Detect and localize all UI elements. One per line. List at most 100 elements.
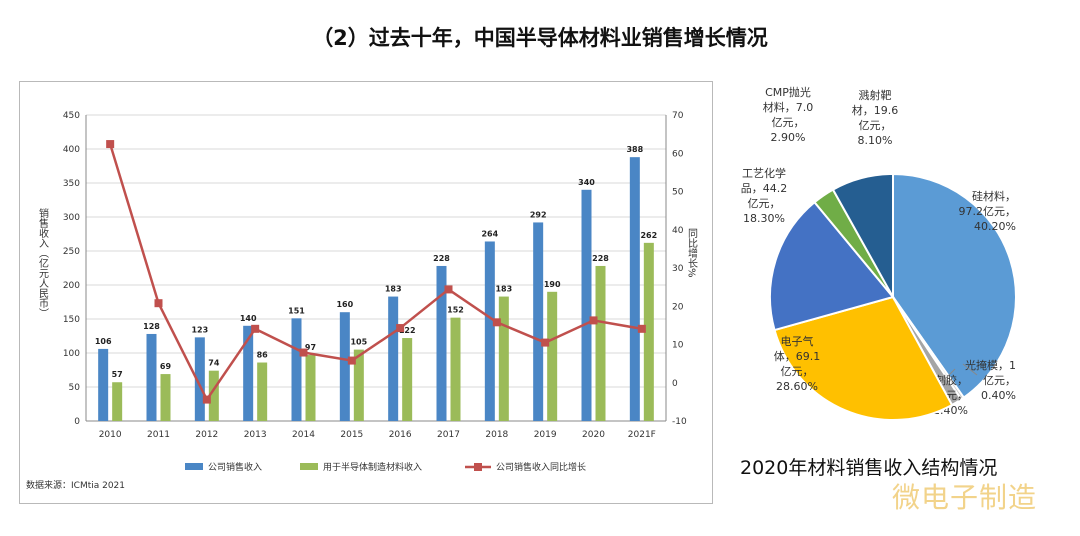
- bar-sales-revenue: [629, 157, 640, 421]
- x-tick-label: 2017: [437, 430, 460, 440]
- data-label-material-revenue: 228: [592, 254, 609, 263]
- legend-material-revenue-swatch: [300, 463, 318, 470]
- y-tick-label: 250: [63, 247, 80, 257]
- bar-material-revenue: [450, 317, 461, 421]
- x-tick-label: 2021F: [628, 430, 656, 440]
- y-tick-label: 50: [69, 383, 81, 393]
- bar-sales-revenue: [146, 333, 157, 421]
- y2-tick-label: 0: [672, 379, 678, 389]
- bar-sales-revenue: [98, 348, 109, 421]
- pie-slice-label: 光掩模，1 亿元， 0.40%: [965, 358, 1016, 402]
- x-tick-label: 2019: [534, 430, 557, 440]
- page-title: （2）过去十年，中国半导体材料业销售增长情况: [312, 26, 768, 50]
- bar-material-revenue: [208, 370, 219, 421]
- bar-material-revenue: [305, 355, 316, 421]
- pie-chart: 硅材料，97.2亿元，40.20%光掩模，1亿元，0.40%光刻胶，3.4亿元，…: [741, 85, 1017, 420]
- data-label-sales-revenue: 228: [433, 254, 450, 263]
- growth-point: [444, 285, 453, 294]
- y2-tick-label: 40: [672, 226, 684, 236]
- bar-sales-revenue: [339, 312, 350, 421]
- legend-growth-label: 公司销售收入同比增长: [496, 461, 586, 473]
- x-tick-label: 2015: [340, 430, 363, 440]
- bar-material-revenue: [353, 349, 364, 421]
- x-tick-label: 2018: [485, 430, 508, 440]
- data-label-sales-revenue: 106: [95, 337, 112, 346]
- data-label-sales-revenue: 140: [240, 314, 257, 323]
- y2-tick-label: 30: [672, 264, 684, 274]
- y-axis-label: 销售收入（亿元人民币）: [37, 207, 49, 318]
- y-tick-label: 300: [63, 213, 80, 223]
- x-tick-label: 2011: [147, 430, 170, 440]
- bar-material-revenue: [402, 338, 413, 421]
- data-label-material-revenue: 74: [208, 359, 220, 368]
- bar-sales-revenue: [581, 189, 592, 421]
- data-label-sales-revenue: 151: [288, 306, 305, 315]
- bar-material-revenue: [595, 265, 606, 421]
- growth-point: [396, 324, 405, 333]
- growth-point: [202, 395, 211, 404]
- growth-point: [299, 348, 308, 357]
- pie-caption: 2020年材料销售收入结构情况: [740, 457, 998, 479]
- pie-slice: [769, 200, 895, 332]
- x-tick-label: 2016: [389, 430, 412, 440]
- pie-slice: [892, 172, 1017, 399]
- legend-sales-revenue-swatch: [185, 463, 203, 470]
- bar-material-revenue: [547, 291, 558, 421]
- data-label-material-revenue: 122: [399, 326, 416, 335]
- data-label-material-revenue: 262: [640, 231, 657, 240]
- pie-slice: [773, 295, 954, 420]
- bar-sales-revenue: [388, 296, 399, 421]
- growth-point: [492, 318, 501, 327]
- data-label-sales-revenue: 292: [530, 210, 547, 219]
- data-label-sales-revenue: 160: [336, 300, 353, 309]
- growth-point: [589, 316, 598, 325]
- data-label-sales-revenue: 340: [578, 178, 595, 187]
- source-note: 数据来源：ICMtia 2021: [26, 479, 125, 491]
- y2-tick-label: 20: [672, 302, 684, 312]
- x-tick-label: 2013: [244, 430, 267, 440]
- y2-tick-label: 50: [672, 188, 684, 198]
- pie-slice-label: 工艺化学品，44.2 亿元， 18.30%: [741, 166, 788, 225]
- data-label-sales-revenue: 183: [385, 285, 402, 294]
- y2-tick-label: 60: [672, 149, 684, 159]
- bar-line-chart-panel: 0 50 100 150 200 250 300 350 400 450 -10 0 10 20 30 40 5…: [19, 81, 713, 504]
- growth-point: [106, 140, 115, 149]
- growth-point: [347, 356, 356, 365]
- y-tick-label: 400: [63, 145, 80, 155]
- growth-point: [637, 324, 646, 333]
- bar-material-revenue: [643, 242, 654, 421]
- bar-sales-revenue: [194, 337, 205, 421]
- x-tick-label: 2010: [99, 430, 122, 440]
- data-label-material-revenue: 69: [160, 362, 172, 371]
- y2-tick-label: -10: [672, 417, 687, 427]
- pie-slice: [831, 172, 894, 301]
- y-tick-label: 100: [63, 349, 80, 359]
- bar-sales-revenue: [291, 318, 302, 421]
- data-label-material-revenue: 105: [350, 338, 367, 347]
- pie-slice-label: CMP抛光材料，7.0 亿元， 2.90%: [763, 85, 814, 144]
- bar-material-revenue: [160, 374, 171, 421]
- pie-slice-label: 溅射靶材，19.6 亿元， 8.10%: [852, 88, 899, 147]
- y2-axis-label: 同比增长%: [686, 228, 698, 278]
- data-label-sales-revenue: 128: [143, 322, 160, 331]
- x-tick-label: 2014: [292, 430, 315, 440]
- bar-material-revenue: [257, 362, 268, 421]
- data-label-material-revenue: 190: [544, 280, 561, 289]
- data-label-material-revenue: 57: [112, 370, 123, 379]
- leader-line: [941, 368, 956, 383]
- pie-slice-label: 电子气体，69.1 亿元， 28.60%: [774, 334, 821, 393]
- x-tick-label: 2012: [195, 430, 218, 440]
- data-label-material-revenue: 86: [257, 351, 269, 360]
- bar-material-revenue: [112, 382, 123, 421]
- bar-sales-revenue: [533, 222, 544, 421]
- data-label-material-revenue: 183: [495, 285, 512, 294]
- bar-sales-revenue: [243, 325, 254, 421]
- y-tick-label: 0: [74, 417, 80, 427]
- bar-material-revenue: [498, 296, 509, 421]
- bar-line-chart: 0 50 100 150 200 250 300 350 400 450 -10 0 10 20 30 40 5…: [26, 111, 698, 491]
- leader-line: [962, 363, 978, 376]
- y2-tick-label: 70: [672, 111, 684, 121]
- growth-point: [251, 324, 260, 333]
- legend-sales-revenue-label: 公司销售收入: [208, 461, 262, 473]
- y-tick-label: 150: [63, 315, 80, 325]
